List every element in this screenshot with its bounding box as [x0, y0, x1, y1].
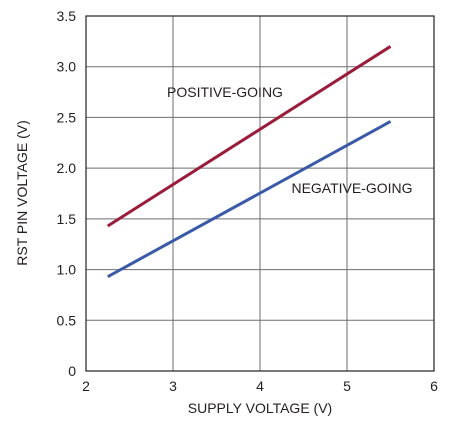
series-lines	[106, 45, 392, 278]
y-tick-label: 1.5	[57, 211, 77, 227]
y-tick-label: 1.0	[57, 262, 77, 278]
y-tick-label: 3.5	[57, 8, 77, 24]
positive-going-label: POSITIVE-GOING	[167, 84, 283, 100]
x-tick-label: 3	[169, 378, 177, 394]
y-tick-label: 0	[68, 363, 76, 379]
negative-going-line	[107, 120, 392, 278]
negative-going-label: NEGATIVE-GOING	[291, 180, 412, 196]
x-tick-labels: 2 3 4 5 6	[82, 378, 438, 394]
x-tick-label: 6	[430, 378, 438, 394]
x-axis-label: SUPPLY VOLTAGE (V)	[188, 400, 332, 416]
x-tick-label: 4	[256, 378, 264, 394]
y-tick-label: 2.0	[57, 160, 77, 176]
x-tick-label: 2	[82, 378, 90, 394]
y-tick-label: 2.5	[57, 109, 77, 125]
x-tick-label: 5	[343, 378, 351, 394]
y-tick-label: 3.0	[57, 59, 77, 75]
y-tick-label: 0.5	[57, 312, 77, 328]
positive-going-line	[106, 45, 392, 228]
plot-frame	[85, 15, 435, 372]
y-axis-label: RST PIN VOLTAGE (V)	[14, 120, 30, 265]
y-tick-labels: 0 0.5 1.0 1.5 2.0 2.5 3.0 3.5	[57, 8, 77, 379]
